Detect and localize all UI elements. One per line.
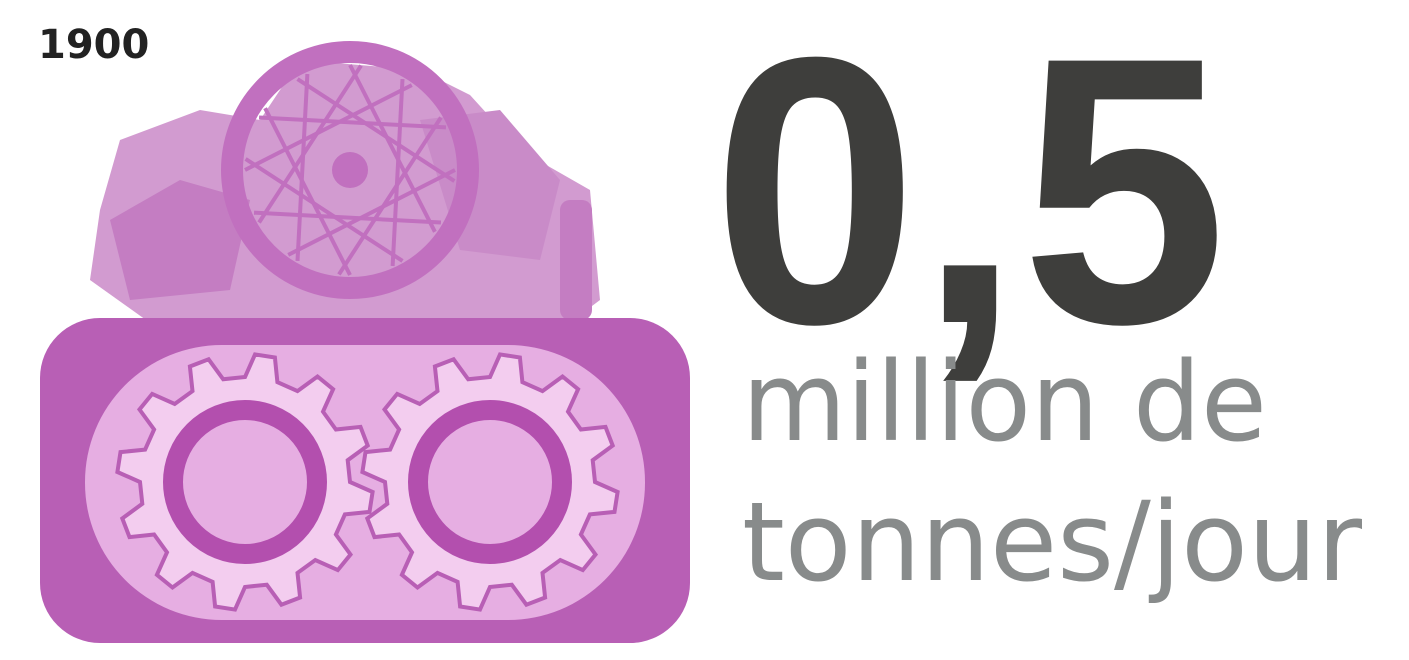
spokes <box>244 64 456 276</box>
bottle <box>560 200 592 320</box>
figure: 0,5 <box>712 0 1227 403</box>
spoke <box>348 64 437 233</box>
spoke <box>390 78 405 267</box>
unit-line: tonnes/jour <box>742 478 1363 606</box>
spoke <box>263 107 352 276</box>
gear-ring <box>408 400 572 564</box>
spoke <box>244 83 413 172</box>
spoke <box>296 77 456 183</box>
spoke <box>295 73 310 262</box>
spoke <box>287 168 456 257</box>
illustration <box>40 41 690 643</box>
spoke <box>258 115 447 130</box>
gear-ring <box>163 400 327 564</box>
hub <box>332 152 368 188</box>
spoke <box>253 210 442 225</box>
gears <box>115 352 620 612</box>
spoke <box>244 157 404 263</box>
wheel <box>221 41 479 299</box>
unit-line: million de <box>742 338 1267 466</box>
year: 1900 <box>38 22 149 68</box>
debris <box>110 180 250 300</box>
spoke <box>337 116 443 276</box>
spoke <box>257 64 363 224</box>
